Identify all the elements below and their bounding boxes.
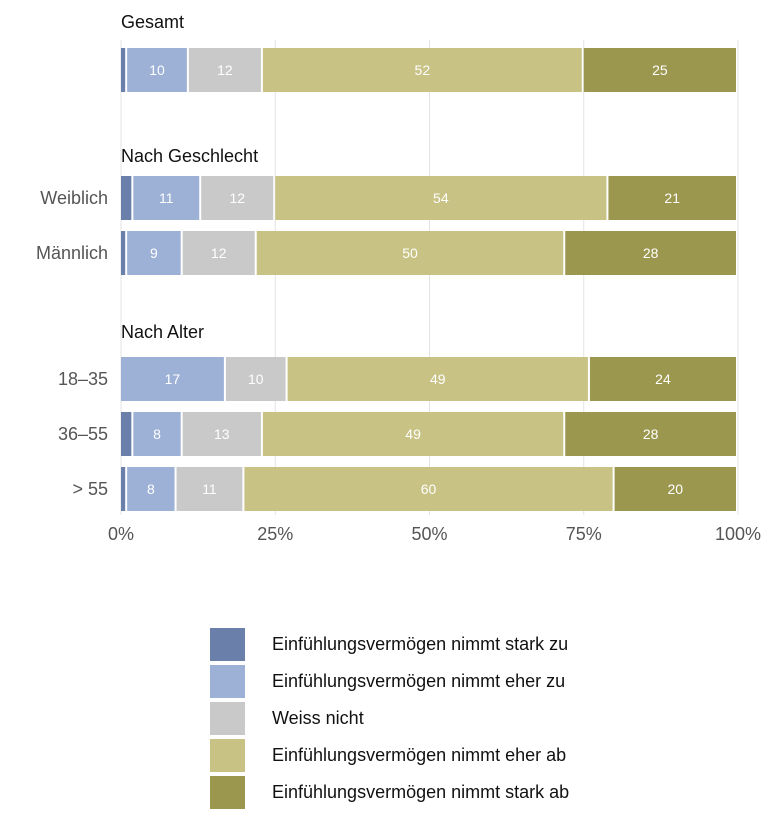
- x-tick-label: 100%: [715, 524, 761, 544]
- bar-segment: [182, 231, 255, 275]
- data-label: 49: [430, 371, 446, 387]
- legend-item: Einfühlungsvermögen nimmt stark zu: [210, 626, 569, 663]
- row-label: 18–35: [58, 369, 108, 389]
- legend-swatch: [210, 776, 245, 809]
- x-tick-label: 75%: [566, 524, 602, 544]
- bar-segment: [201, 176, 274, 220]
- data-label: 9: [150, 245, 158, 261]
- legend-item: Weiss nicht: [210, 700, 569, 737]
- data-label: 60: [421, 481, 437, 497]
- legend-label: Einfühlungsvermögen nimmt stark ab: [272, 782, 570, 802]
- group-title: Nach Geschlecht: [121, 146, 258, 166]
- data-label: 54: [433, 190, 449, 206]
- data-label: 10: [248, 371, 264, 387]
- bar-segment: [127, 48, 187, 92]
- data-label: 50: [402, 245, 418, 261]
- data-label: 21: [664, 190, 680, 206]
- bar-segment: [287, 357, 588, 401]
- bar-segment: [262, 48, 582, 92]
- legend-item: Einfühlungsvermögen nimmt eher ab: [210, 737, 569, 774]
- bar-segment: [127, 231, 181, 275]
- bar-segment: [565, 412, 736, 456]
- data-label: 49: [405, 426, 421, 442]
- data-label: 11: [202, 481, 217, 497]
- bar-segment: [121, 176, 132, 220]
- bar-segment: [121, 467, 126, 511]
- data-label: 24: [655, 371, 671, 387]
- bar-segment: [225, 357, 286, 401]
- data-label: 52: [415, 62, 431, 78]
- bar-segment: [127, 467, 175, 511]
- data-label: 25: [652, 62, 668, 78]
- legend-swatch: [210, 702, 245, 735]
- group-title: Nach Alter: [121, 322, 204, 342]
- bar-segment: [262, 412, 564, 456]
- x-tick-label: 25%: [257, 524, 293, 544]
- row-label: 36–55: [58, 424, 108, 444]
- data-label: 11: [159, 190, 174, 206]
- data-label: 12: [229, 190, 245, 206]
- legend-label: Einfühlungsvermögen nimmt stark zu: [272, 634, 569, 654]
- data-label: 8: [147, 481, 155, 497]
- legend-label: Einfühlungsvermögen nimmt eher zu: [272, 671, 566, 691]
- data-label: 28: [643, 245, 659, 261]
- legend-label: Weiss nicht: [272, 708, 364, 728]
- bar-segment: [182, 412, 261, 456]
- bar-segment: [121, 231, 126, 275]
- legend-swatch: [210, 628, 245, 661]
- data-label: 12: [211, 245, 227, 261]
- bar-segment: [121, 48, 126, 92]
- row-label: Männlich: [36, 243, 108, 263]
- data-label: 8: [153, 426, 161, 442]
- bar-segment: [121, 412, 132, 456]
- data-label: 28: [643, 426, 659, 442]
- data-label: 17: [165, 371, 181, 387]
- x-tick-label: 50%: [411, 524, 447, 544]
- legend-item: Einfühlungsvermögen nimmt eher zu: [210, 663, 569, 700]
- bar-segment: [121, 357, 224, 401]
- data-label: 12: [217, 62, 233, 78]
- legend-swatch: [210, 665, 245, 698]
- legend-label: Einfühlungsvermögen nimmt eher ab: [272, 745, 567, 765]
- data-label: 10: [149, 62, 165, 78]
- bar-segment: [275, 176, 607, 220]
- stacked-bar-chart: 0% 25% 50% 75% 100% Gesamt 10 12 52 25 Nach Geschl…: [36, 12, 761, 544]
- legend-item: Einfühlungsvermögen nimmt stark ab: [210, 774, 569, 811]
- legend-swatch: [210, 739, 245, 772]
- bar-segment: [614, 467, 736, 511]
- bar-segment: [565, 231, 736, 275]
- bar-segment: [608, 176, 736, 220]
- legend: Einfühlungsvermögen nimmt stark zu Einfü…: [210, 626, 569, 811]
- data-label: 20: [668, 481, 684, 497]
- bar-segment: [133, 176, 200, 220]
- bar-segment: [589, 357, 736, 401]
- bar-segment: [583, 48, 736, 92]
- bar-segment: [244, 467, 613, 511]
- row-label: > 55: [72, 479, 108, 499]
- bar-segment: [133, 412, 181, 456]
- row-label: Weiblich: [40, 188, 108, 208]
- bar-segment: [176, 467, 243, 511]
- x-tick-label: 0%: [108, 524, 134, 544]
- group-title: Gesamt: [121, 12, 184, 32]
- data-label: 13: [214, 426, 230, 442]
- bar-segment: [256, 231, 564, 275]
- bar-segment: [188, 48, 261, 92]
